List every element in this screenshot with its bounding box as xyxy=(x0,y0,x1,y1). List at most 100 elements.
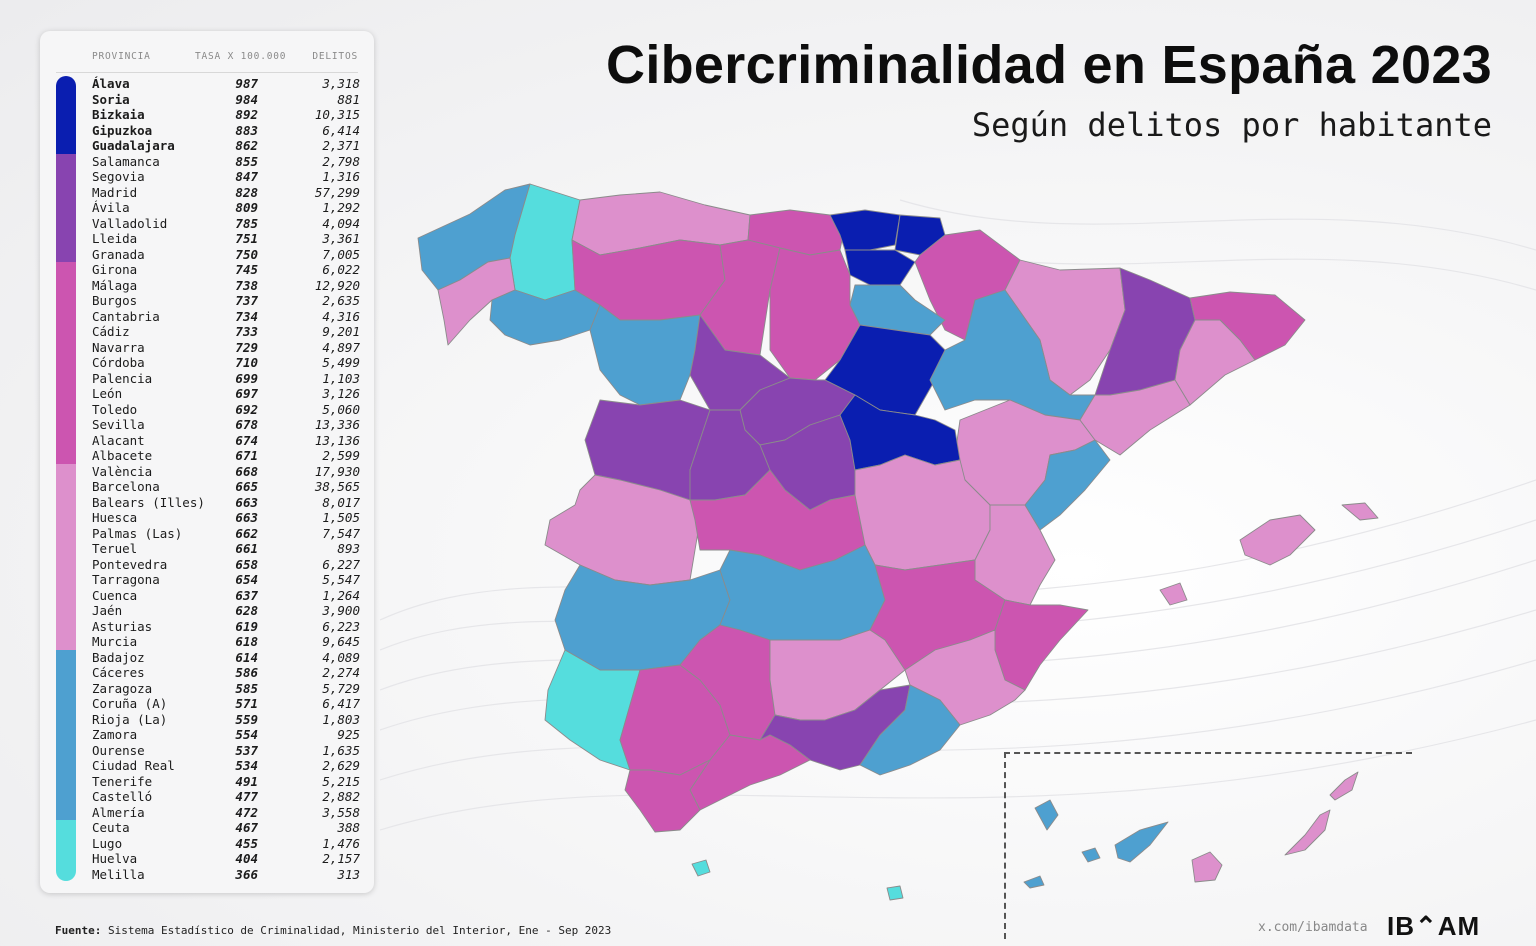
rate-value: 658 xyxy=(235,556,258,572)
crimes-value: 1,316 xyxy=(322,169,360,184)
table-row: Huesca 663 1,505 xyxy=(92,510,360,526)
rate-value: 710 xyxy=(235,355,258,370)
table-row: Zaragoza 585 5,729 xyxy=(92,681,360,697)
province-name: Palencia xyxy=(92,370,153,386)
province-name: Sevilla xyxy=(92,417,145,432)
province-name: Castelló xyxy=(92,789,153,804)
crimes-value: 4,316 xyxy=(322,308,360,324)
table-row: Cáceres 586 2,274 xyxy=(92,665,360,681)
source-label: Fuente: xyxy=(55,924,102,937)
province-name: Segovia xyxy=(92,169,145,184)
crimes-value: 1,292 xyxy=(322,200,360,215)
province-name: Palmas (Las) xyxy=(92,525,183,541)
rate-value: 883 xyxy=(235,122,258,138)
table-row: Palmas (Las) 662 7,547 xyxy=(92,526,360,542)
rate-value: 745 xyxy=(235,262,258,277)
province-name: Cantabria xyxy=(92,308,160,324)
crimes-value: 5,729 xyxy=(322,680,360,696)
table-row: Balears (Illes) 663 8,017 xyxy=(92,495,360,511)
province-name: Zamora xyxy=(92,727,138,742)
region-alava xyxy=(844,249,916,286)
rate-value: 654 xyxy=(235,572,258,587)
rate-value: 828 xyxy=(235,184,258,200)
table-row: Valladolid 785 4,094 xyxy=(92,216,360,232)
source-text: Sistema Estadístico de Criminalidad, Min… xyxy=(107,924,612,937)
region-cadiz xyxy=(624,759,711,833)
crimes-value: 38,565 xyxy=(314,479,360,494)
province-name: València xyxy=(92,463,153,479)
crimes-value: 2,629 xyxy=(322,758,360,773)
province-name: Cádiz xyxy=(92,324,130,339)
table-row: Rioja (La) 559 1,803 xyxy=(92,712,360,728)
rate-value: 733 xyxy=(235,324,258,339)
region-la-palma xyxy=(1034,799,1059,831)
region-melilla xyxy=(886,885,904,901)
rate-value: 892 xyxy=(235,107,258,122)
rate-value: 614 xyxy=(235,649,258,665)
rate-value: 491 xyxy=(235,773,258,789)
region-mallorca xyxy=(1239,514,1316,566)
table-row: Girona 745 6,022 xyxy=(92,262,360,278)
rate-value: 697 xyxy=(235,386,258,401)
rate-value: 585 xyxy=(235,680,258,696)
table-row: Murcia 618 9,645 xyxy=(92,634,360,650)
crimes-value: 57,299 xyxy=(314,184,360,200)
rate-value: 737 xyxy=(235,293,258,308)
crimes-value: 3,900 xyxy=(322,603,360,618)
province-name: Álava xyxy=(92,76,130,91)
rate-value: 862 xyxy=(235,138,258,153)
rate-value: 847 xyxy=(235,169,258,184)
table-row: Álava 987 3,318 xyxy=(92,76,360,92)
crimes-value: 2,882 xyxy=(322,789,360,804)
table-row: Almería 472 3,558 xyxy=(92,805,360,821)
crimes-value: 2,599 xyxy=(322,448,360,463)
province-name: Tarragona xyxy=(92,572,160,587)
rate-value: 671 xyxy=(235,448,258,463)
region-tarragona xyxy=(1079,379,1191,456)
table-row: Tenerife 491 5,215 xyxy=(92,774,360,790)
province-name: Coruña (A) xyxy=(92,696,168,711)
rate-value: 855 xyxy=(235,153,258,169)
table-row: Málaga 738 12,920 xyxy=(92,278,360,294)
social-handle: x.com/ibamdata xyxy=(1258,920,1368,935)
region-alacant xyxy=(994,599,1089,691)
table-row: Castelló 477 2,882 xyxy=(92,789,360,805)
color-band xyxy=(56,649,76,820)
table-row: Alacant 674 13,136 xyxy=(92,433,360,449)
table-row: Zamora 554 925 xyxy=(92,727,360,743)
crimes-value: 893 xyxy=(337,541,360,556)
table-row: Salamanca 855 2,798 xyxy=(92,154,360,170)
crimes-value: 1,635 xyxy=(322,742,360,758)
rate-value: 984 xyxy=(235,91,258,107)
region-tenerife xyxy=(1114,821,1169,863)
region-castello xyxy=(1024,439,1111,531)
table-row: Tarragona 654 5,547 xyxy=(92,572,360,588)
table-row: Ávila 809 1,292 xyxy=(92,200,360,216)
region-gomera xyxy=(1081,847,1101,863)
crimes-value: 1,264 xyxy=(322,587,360,603)
province-name: Gipuzkoa xyxy=(92,122,153,138)
rate-value: 729 xyxy=(235,339,258,355)
color-band xyxy=(56,76,76,154)
crimes-value: 1,103 xyxy=(322,370,360,386)
crimes-value: 1,476 xyxy=(322,835,360,851)
province-name: Pontevedra xyxy=(92,556,168,572)
province-name: Salamanca xyxy=(92,153,160,169)
region-menorca xyxy=(1341,502,1379,521)
crimes-value: 9,201 xyxy=(322,324,360,339)
province-name: Melilla xyxy=(92,866,145,882)
table-row: Jaén 628 3,900 xyxy=(92,603,360,619)
province-name: Murcia xyxy=(92,634,138,649)
header-divider xyxy=(56,72,358,73)
page-subtitle: Según delitos por habitante xyxy=(971,106,1492,144)
header-province: PROVINCIA xyxy=(92,51,151,62)
region-gran-canaria xyxy=(1191,851,1223,883)
table-row: Burgos 737 2,635 xyxy=(92,293,360,309)
province-name: Soria xyxy=(92,91,130,107)
province-name: Huesca xyxy=(92,510,138,525)
color-band xyxy=(56,262,76,464)
table-row: Barcelona 665 38,565 xyxy=(92,479,360,495)
crimes-value: 12,920 xyxy=(314,277,360,293)
table-row: León 697 3,126 xyxy=(92,386,360,402)
crimes-value: 9,645 xyxy=(322,634,360,649)
